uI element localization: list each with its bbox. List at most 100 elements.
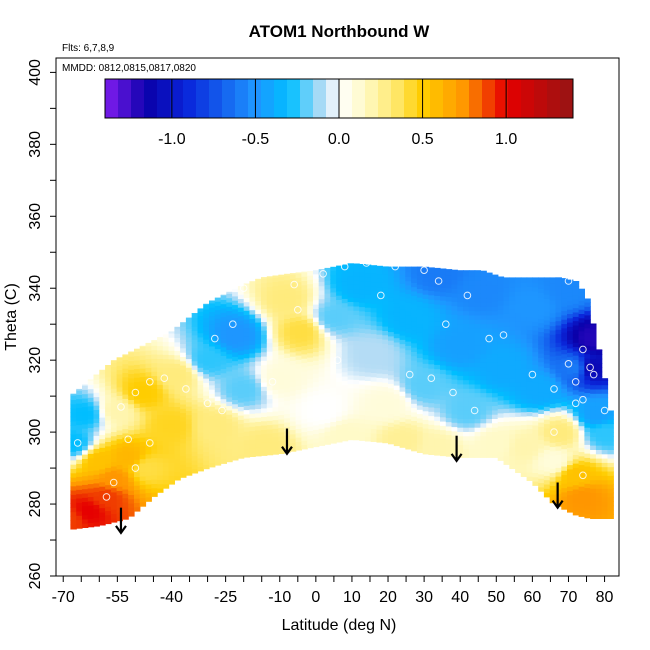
field-cell <box>185 341 193 347</box>
field-cell <box>382 438 389 444</box>
field-cell <box>445 331 453 336</box>
field-cell <box>393 372 401 377</box>
field-cell <box>543 475 551 481</box>
field-cell <box>440 291 447 297</box>
field-cell <box>151 444 158 450</box>
field-cell <box>116 391 123 396</box>
field-cell <box>382 395 389 400</box>
field-cell <box>572 381 580 386</box>
field-cell <box>532 399 539 404</box>
field-cell <box>341 376 349 381</box>
field-cell <box>289 420 297 426</box>
field-cell <box>463 340 470 346</box>
field-cell <box>399 326 406 332</box>
colorbar-segment <box>339 79 353 118</box>
field-cell <box>451 318 458 324</box>
field-cell <box>509 291 516 297</box>
field-cell <box>509 429 516 435</box>
field-cell <box>220 424 227 430</box>
field-cell <box>341 337 349 342</box>
field-cell <box>347 387 354 393</box>
field-cell <box>411 299 418 305</box>
field-cell <box>116 360 123 366</box>
field-cell <box>128 494 135 500</box>
field-cell <box>538 486 545 492</box>
field-cell <box>561 280 568 286</box>
field-cell <box>162 406 170 411</box>
field-cell <box>405 414 412 420</box>
field-cell <box>307 296 314 302</box>
field-cell <box>411 316 418 322</box>
field-cell <box>243 452 251 458</box>
field-cell <box>214 301 222 306</box>
field-cell <box>416 439 424 445</box>
field-cell <box>393 363 401 369</box>
field-cell <box>289 382 297 387</box>
field-cell <box>318 277 326 282</box>
field-cell <box>87 522 95 528</box>
field-cell <box>445 374 453 379</box>
field-cell <box>497 348 505 353</box>
field-cell <box>272 393 279 399</box>
field-cell <box>191 425 199 431</box>
field-cell <box>261 351 268 357</box>
field-cell <box>393 320 401 326</box>
field-cell <box>249 361 256 367</box>
field-cell <box>457 431 464 437</box>
field-cell <box>139 411 147 416</box>
field-cell <box>249 322 256 328</box>
field-cell <box>307 313 314 319</box>
field-cell <box>180 386 187 392</box>
field-cell <box>399 378 406 384</box>
sample-marker <box>377 291 385 300</box>
field-cell <box>209 363 216 369</box>
field-cell <box>370 337 378 343</box>
field-cell <box>480 431 487 437</box>
field-cell <box>590 384 597 390</box>
field-cell <box>197 431 204 437</box>
field-cell <box>376 265 383 270</box>
field-cell <box>532 459 539 465</box>
field-cell <box>255 421 262 427</box>
field-cell <box>468 297 476 303</box>
field-cell <box>278 302 285 308</box>
field-cell <box>492 375 499 381</box>
field-cell <box>220 420 227 426</box>
field-cell <box>232 442 239 448</box>
field-cell <box>405 293 412 299</box>
field-cell <box>463 431 470 437</box>
field-cell <box>168 449 175 455</box>
field-cell <box>440 434 447 439</box>
field-cell <box>561 278 568 281</box>
field-cell <box>214 344 222 350</box>
field-cell <box>232 416 239 422</box>
field-cell <box>538 465 545 471</box>
field-cell <box>226 291 233 294</box>
field-cell <box>180 447 187 452</box>
field-cell <box>411 295 418 301</box>
field-cell <box>463 396 470 402</box>
field-cell <box>434 278 441 283</box>
field-cell <box>116 417 123 422</box>
field-cell <box>405 266 412 269</box>
field-cell <box>284 374 291 380</box>
field-cell <box>503 291 510 297</box>
field-cell <box>388 344 395 350</box>
field-cell <box>416 374 424 380</box>
field-cell <box>595 432 603 437</box>
field-cell <box>116 382 123 388</box>
field-cell <box>526 286 533 292</box>
field-cell <box>353 267 360 272</box>
field-cell <box>341 268 349 273</box>
field-cell <box>607 492 614 498</box>
field-cell <box>422 380 430 386</box>
field-cell <box>584 332 591 337</box>
field-cell <box>451 366 458 371</box>
field-cell <box>520 286 528 292</box>
field-cell <box>584 496 591 501</box>
field-cell <box>601 436 609 442</box>
field-cell <box>497 279 505 284</box>
field-cell <box>434 385 441 391</box>
field-cell <box>203 399 210 405</box>
field-cell <box>284 279 291 285</box>
